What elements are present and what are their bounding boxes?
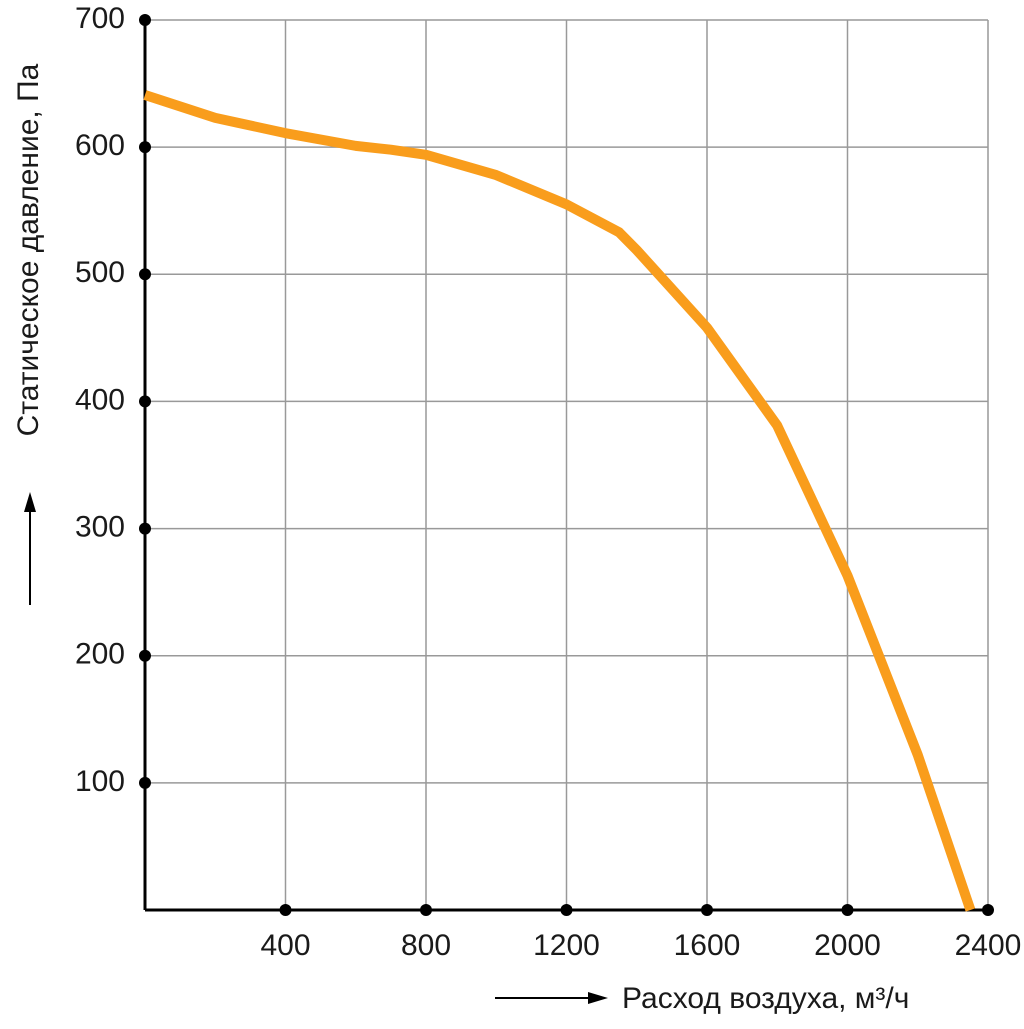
y-tick-label: 200 — [75, 638, 125, 671]
x-tick-label: 2000 — [814, 929, 881, 962]
y-tick-label: 500 — [75, 256, 125, 289]
y-tick-dot — [139, 14, 151, 26]
y-tick-label: 600 — [75, 129, 125, 162]
arrows — [24, 492, 608, 1004]
y-tick-dot — [139, 522, 151, 535]
x-tick-dot — [982, 904, 994, 916]
x-tick-label: 1200 — [533, 929, 600, 962]
x-tick-dot — [420, 904, 432, 916]
y-tick-dot — [139, 268, 151, 281]
y-tick-label: 300 — [75, 510, 125, 543]
x-tick-dot — [279, 904, 292, 916]
x-tick-dot — [841, 904, 854, 916]
x-tick-label: 400 — [260, 929, 310, 962]
y-axis-label: Статическое давление, Па — [12, 63, 45, 436]
y-tick-dot — [139, 776, 151, 789]
x-axis-label: Расход воздуха, м³/ч — [622, 982, 909, 1015]
y-tick-label: 700 — [75, 2, 125, 35]
x-tick-label: 2400 — [955, 929, 1022, 962]
y-tick-label: 400 — [75, 383, 125, 416]
x-tick-dot — [701, 904, 713, 916]
data-line — [143, 90, 976, 912]
y-tick-label: 100 — [75, 765, 125, 798]
y-tick-dot — [139, 141, 151, 154]
x-tick-dot — [560, 904, 573, 916]
x-tick-label: 1600 — [674, 929, 741, 962]
y-tick-dot — [139, 395, 151, 408]
x-tick-label: 800 — [401, 929, 451, 962]
y-tick-dot — [139, 649, 151, 662]
